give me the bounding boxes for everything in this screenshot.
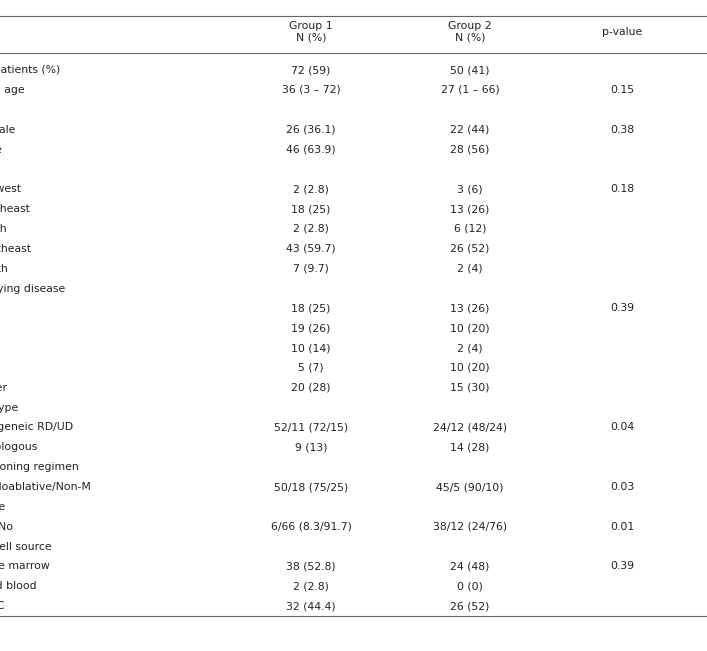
Text: 2 (4): 2 (4) <box>457 343 483 353</box>
Text: 72 (59): 72 (59) <box>291 65 331 75</box>
Text: 26 (52): 26 (52) <box>450 243 490 254</box>
Text: 2 (4): 2 (4) <box>457 264 483 273</box>
Text: North: North <box>0 224 7 234</box>
Text: 24/12 (48/24): 24/12 (48/24) <box>433 422 507 432</box>
Text: 38/12 (24/76): 38/12 (24/76) <box>433 522 507 532</box>
Text: Underlying disease: Underlying disease <box>0 284 65 294</box>
Text: HSCT type: HSCT type <box>0 402 18 413</box>
Text: 0 (0): 0 (0) <box>457 581 483 591</box>
Text: Cord blood: Cord blood <box>0 581 36 591</box>
Text: 2 (2.8): 2 (2.8) <box>293 224 329 234</box>
Text: 50 (41): 50 (41) <box>450 65 490 75</box>
Text: Autologous: Autologous <box>0 443 38 452</box>
Text: 43 (59.7): 43 (59.7) <box>286 243 336 254</box>
Text: Southeast: Southeast <box>0 243 32 254</box>
Text: 20 (28): 20 (28) <box>291 383 331 393</box>
Text: 46 (63.9): 46 (63.9) <box>286 145 336 154</box>
Text: Conditioning regimen: Conditioning regimen <box>0 462 79 472</box>
Text: South: South <box>0 264 8 273</box>
Text: 24 (48): 24 (48) <box>450 561 490 572</box>
Text: 32 (44.4): 32 (44.4) <box>286 602 336 611</box>
Text: Myeloablative/Non-M: Myeloablative/Non-M <box>0 482 91 492</box>
Text: 5 (7): 5 (7) <box>298 363 324 373</box>
Text: 2 (2.8): 2 (2.8) <box>293 184 329 194</box>
Text: 0.01: 0.01 <box>610 522 634 532</box>
Text: 27 (1 – 66): 27 (1 – 66) <box>440 85 500 95</box>
Text: 0.39: 0.39 <box>610 561 634 572</box>
Text: 45/5 (90/10): 45/5 (90/10) <box>436 482 504 492</box>
Text: 19 (26): 19 (26) <box>291 323 331 333</box>
Text: Group 2: Group 2 <box>448 21 492 31</box>
Text: Other: Other <box>0 383 8 393</box>
Text: 52/11 (72/15): 52/11 (72/15) <box>274 422 348 432</box>
Text: 2 (2.8): 2 (2.8) <box>293 581 329 591</box>
Text: 0.15: 0.15 <box>610 85 634 95</box>
Text: Female: Female <box>0 125 16 135</box>
Text: 10 (14): 10 (14) <box>291 343 331 353</box>
Text: N (%): N (%) <box>296 33 327 42</box>
Text: 0.39: 0.39 <box>610 303 634 313</box>
Text: 22 (44): 22 (44) <box>450 125 490 135</box>
Text: N (%): N (%) <box>455 33 486 42</box>
Text: 10 (20): 10 (20) <box>450 323 490 333</box>
Text: 15 (30): 15 (30) <box>450 383 490 393</box>
Text: 14 (28): 14 (28) <box>450 443 490 452</box>
Text: 0.18: 0.18 <box>610 184 634 194</box>
Text: 7 (9.7): 7 (9.7) <box>293 264 329 273</box>
Text: 50/18 (75/25): 50/18 (75/25) <box>274 482 349 492</box>
Text: Allogeneic RD/UD: Allogeneic RD/UD <box>0 422 73 432</box>
Text: 0.04: 0.04 <box>610 422 634 432</box>
Text: 0.38: 0.38 <box>610 125 634 135</box>
Text: Group 1: Group 1 <box>289 21 333 31</box>
Text: No of patients (%): No of patients (%) <box>0 65 60 75</box>
Text: 13 (26): 13 (26) <box>450 204 490 214</box>
Text: 10 (20): 10 (20) <box>450 363 490 373</box>
Text: 6/66 (8.3/91.7): 6/66 (8.3/91.7) <box>271 522 351 532</box>
Text: 28 (56): 28 (56) <box>450 145 490 154</box>
Text: p-value: p-value <box>602 27 642 36</box>
Text: 13 (26): 13 (26) <box>450 303 490 313</box>
Text: 38 (52.8): 38 (52.8) <box>286 561 336 572</box>
Text: 36 (3 – 72): 36 (3 – 72) <box>281 85 341 95</box>
Text: 18 (25): 18 (25) <box>291 303 331 313</box>
Text: Median age: Median age <box>0 85 25 95</box>
Text: Northeast: Northeast <box>0 204 30 214</box>
Text: 9 (13): 9 (13) <box>295 443 327 452</box>
Text: 26 (52): 26 (52) <box>450 602 490 611</box>
Text: Male: Male <box>0 145 3 154</box>
Text: PBSC: PBSC <box>0 602 5 611</box>
Text: Midwest: Midwest <box>0 184 22 194</box>
Text: ATG use: ATG use <box>0 502 6 512</box>
Text: Stem cell source: Stem cell source <box>0 542 52 551</box>
Text: 18 (25): 18 (25) <box>291 204 331 214</box>
Text: 3 (6): 3 (6) <box>457 184 483 194</box>
Text: Yes/No: Yes/No <box>0 522 13 532</box>
Text: 6 (12): 6 (12) <box>454 224 486 234</box>
Text: 0.03: 0.03 <box>610 482 634 492</box>
Text: Bone marrow: Bone marrow <box>0 561 49 572</box>
Text: 26 (36.1): 26 (36.1) <box>286 125 336 135</box>
